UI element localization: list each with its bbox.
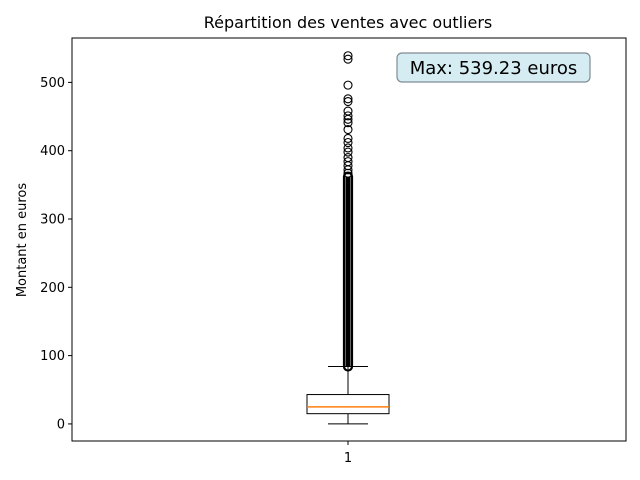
outlier-point xyxy=(343,94,353,104)
y-tick-label: 100 xyxy=(40,349,65,364)
x-tick-label: 1 xyxy=(344,451,352,466)
chart-title: Répartition des ventes avec outliers xyxy=(204,13,493,32)
y-tick-label: 400 xyxy=(40,144,65,159)
iqr-box xyxy=(306,394,390,415)
outlier-point xyxy=(343,152,353,163)
outlier-point xyxy=(343,133,353,143)
outlier-point xyxy=(343,124,353,135)
plot-area xyxy=(306,51,390,425)
outlier-point xyxy=(343,51,353,61)
outlier-point xyxy=(343,106,353,116)
y-tick-label: 500 xyxy=(40,76,65,91)
outlier-point xyxy=(343,118,353,128)
outlier-point xyxy=(343,80,353,90)
outlier-point xyxy=(343,54,353,64)
annotation-box xyxy=(396,52,591,83)
outlier-point xyxy=(343,137,353,148)
y-tick-label: 0 xyxy=(57,417,65,432)
annotation-text: Max: 539.23 euros xyxy=(410,58,578,79)
outlier-point xyxy=(343,143,353,153)
outlier-point xyxy=(343,111,353,121)
y-tick-label: 200 xyxy=(40,281,65,296)
y-axis-label: Montant en euros xyxy=(15,183,30,298)
outlier-point xyxy=(343,96,353,107)
y-tick-label: 300 xyxy=(40,213,65,228)
outlier-point xyxy=(343,157,353,167)
plot-frame xyxy=(71,37,627,442)
max-annotation: Max: 539.23 euros xyxy=(396,52,591,83)
x-axis: 1 xyxy=(344,441,352,466)
outlier-point xyxy=(343,147,353,157)
y-axis: 0 100 200 300 400 500 xyxy=(40,76,72,432)
